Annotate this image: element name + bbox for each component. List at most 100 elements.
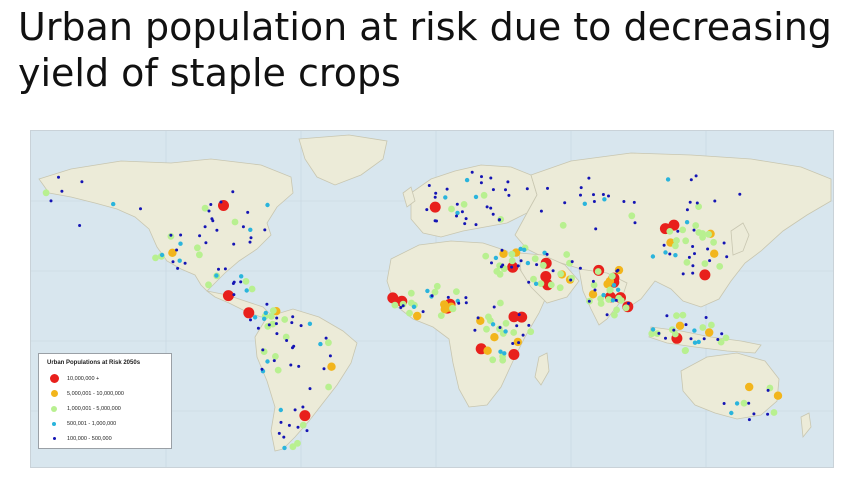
city-dot-small-blue-dot [708, 259, 712, 263]
city-dot-small-blue-dot [507, 193, 511, 197]
city-dot-small-blue-dot [691, 245, 695, 248]
city-dot-cyan-dot [464, 177, 470, 183]
city-dot-cyan-dot [734, 401, 740, 406]
city-dot-light-green-dot [547, 281, 555, 289]
city-dot-small-blue-dot [662, 243, 666, 247]
legend-row-1m-5m: 1,000,001 - 5,000,000 [47, 401, 165, 416]
city-dot-small-blue-dot [241, 225, 245, 229]
city-dot-small-blue-dot [215, 228, 219, 232]
city-dot-orange-dot [413, 311, 422, 321]
city-dot-small-blue-dot [464, 301, 468, 305]
city-dot-small-blue-dot [204, 241, 208, 245]
city-dot-small-blue-dot [275, 332, 279, 336]
city-dot-small-blue-dot [435, 219, 438, 223]
city-dot-small-blue-dot [702, 337, 706, 341]
city-dot-small-blue-dot [722, 241, 726, 245]
city-dot-light-green-dot [274, 366, 282, 374]
city-dot-small-blue-dot [223, 267, 227, 271]
city-dot-small-blue-dot [587, 299, 591, 303]
city-dot-cyan-dot [650, 254, 656, 259]
city-dot-small-blue-dot [305, 429, 309, 433]
city-dot-light-green-dot [699, 230, 706, 237]
city-dot-small-blue-dot [691, 271, 695, 275]
city-dot-small-blue-dot [688, 200, 692, 204]
city-dot-small-blue-dot [517, 341, 521, 345]
city-dot-light-green-dot [672, 242, 679, 250]
city-dot-small-blue-dot [591, 279, 595, 283]
city-dot-cyan-dot [602, 197, 607, 202]
city-dot-small-blue-dot [706, 247, 710, 251]
city-dot-light-green-dot [695, 203, 702, 210]
legend-label: 100,000 - 500,000 [67, 435, 112, 442]
city-dot-small-blue-dot [516, 264, 520, 268]
city-dot-cyan-dot [684, 220, 690, 225]
city-dot-small-blue-dot [289, 363, 293, 367]
city-dot-orange-dot [675, 321, 685, 330]
city-dot-small-blue-dot [587, 176, 591, 180]
city-dot-light-green-dot [717, 338, 725, 346]
city-dot-cyan-dot [455, 210, 460, 216]
city-dot-small-blue-dot [578, 266, 582, 270]
city-dot-small-blue-dot [282, 435, 286, 439]
city-dot-small-blue-dot [78, 224, 82, 227]
city-dot-small-blue-dot [297, 364, 301, 368]
city-dot-small-blue-dot [592, 200, 596, 203]
city-dot-cyan-dot [262, 316, 267, 321]
city-dot-small-blue-dot [716, 338, 720, 341]
city-dot-cyan-dot [692, 328, 697, 333]
city-dot-small-blue-dot [427, 184, 431, 187]
city-dot-cyan-dot [615, 287, 621, 292]
land-uk [402, 186, 416, 208]
city-dot-light-green-dot [282, 333, 290, 341]
city-dot-light-green-dot [527, 328, 535, 336]
city-dot-small-blue-dot [246, 210, 250, 214]
city-dot-light-green-dot [608, 272, 616, 280]
city-dot-small-blue-dot [515, 324, 519, 328]
city-dot-large-red-dot [668, 219, 680, 231]
city-dot-small-blue-dot [633, 221, 637, 225]
city-dot-light-green-dot [42, 189, 50, 197]
city-dot-light-green-dot [770, 409, 778, 416]
city-dot-light-green-dot [708, 321, 715, 329]
city-dot-light-green-dot [231, 218, 239, 226]
city-dot-small-blue-dot [622, 200, 626, 203]
city-dot-large-red-dot [540, 271, 552, 282]
city-dot-small-blue-dot [545, 252, 549, 256]
city-dot-cyan-dot [307, 321, 313, 326]
city-dot-small-blue-dot [570, 260, 574, 264]
city-dot-small-blue-dot [219, 200, 223, 204]
city-dot-light-green-dot [489, 356, 497, 364]
city-dot-light-green-dot [433, 282, 441, 290]
city-dot-light-green-dot [557, 270, 565, 278]
city-dot-small-blue-dot [664, 336, 667, 340]
city-dot-small-blue-dot [498, 326, 502, 329]
city-dot-small-blue-dot [500, 248, 504, 252]
city-dot-light-green-dot [269, 320, 277, 328]
city-dot-cyan-dot [411, 304, 417, 309]
city-dot-light-green-dot [692, 222, 700, 229]
city-dot-small-blue-dot [592, 193, 595, 197]
city-dot-small-blue-dot [563, 201, 567, 205]
city-dot-small-blue-dot [681, 272, 685, 276]
city-dot-light-green-dot [740, 399, 748, 407]
city-dot-small-blue-dot [210, 217, 214, 221]
city-dot-small-blue-dot [183, 261, 187, 265]
city-dot-small-blue-dot [261, 348, 265, 352]
city-dot-light-green-dot [530, 275, 537, 283]
city-dot-cyan-dot [239, 274, 244, 279]
city-dot-light-green-dot [699, 324, 707, 331]
city-dot-light-green-dot [325, 383, 332, 391]
city-dot-small-blue-dot [551, 269, 555, 273]
city-dots [42, 170, 783, 451]
city-dot-small-blue-dot [175, 248, 179, 252]
city-dot-small-blue-dot [460, 210, 464, 214]
legend-label: 10,000,000 + [67, 375, 100, 382]
city-dot-small-blue-dot [203, 225, 207, 229]
city-dot-cyan-dot [177, 258, 182, 263]
city-dot-small-blue-dot [430, 294, 434, 298]
city-dot-small-blue-dot [672, 328, 676, 332]
city-dot-cyan-dot [178, 241, 183, 246]
city-dot-light-green-dot [590, 281, 598, 289]
city-dot-small-blue-dot [490, 261, 493, 265]
city-dot-small-blue-dot [293, 408, 297, 412]
